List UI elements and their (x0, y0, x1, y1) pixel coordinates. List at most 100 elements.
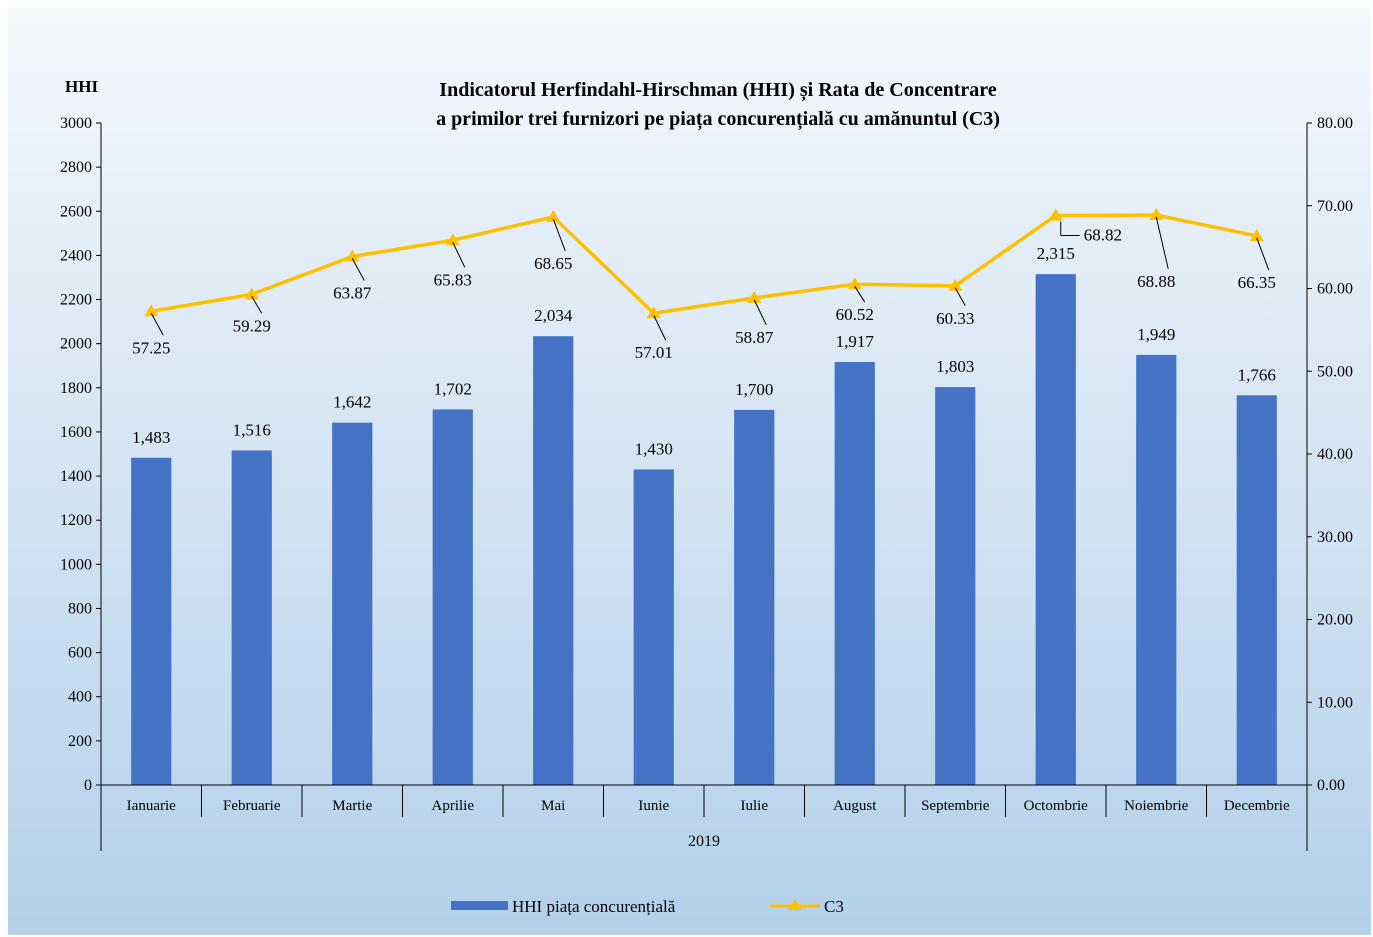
left-tick-label: 2400 (60, 247, 92, 264)
c3-leader-line (452, 242, 466, 268)
right-tick-label: 70.00 (1317, 198, 1353, 215)
left-tick-label: 2600 (60, 203, 92, 220)
c3-data-label: 59.29 (233, 316, 271, 335)
right-tick-label: 30.00 (1317, 529, 1353, 546)
c3-data-label: 65.83 (434, 270, 472, 289)
axes-layer: 0 200 400 600 800 1000 1200 1400 1600 1800 2000 220… (60, 115, 1353, 851)
c3-marker-12 (1249, 228, 1264, 241)
labels-layer: 1,483 1,516 1,642 1,702 2,034 1,430 1,700 1,917… (132, 216, 1276, 458)
line-layer (144, 208, 1264, 319)
bar-data-label: 2,034 (534, 306, 573, 325)
bar-data-label: 1,430 (635, 439, 673, 458)
bar-data-label: 1,700 (735, 380, 773, 399)
chart-title-line-1: Indicatorul Herfindahl-Hirschman (HHI) ș… (439, 79, 997, 102)
right-tick-label: 80.00 (1317, 115, 1353, 132)
left-tick-label: 0 (84, 777, 92, 794)
c3-marker-4 (445, 233, 460, 246)
category-label: Ianuarie (127, 798, 176, 814)
category-label: Martie (332, 798, 372, 814)
bar-data-label: 1,766 (1238, 365, 1276, 384)
c3-marker-10 (1048, 208, 1063, 221)
legend: HHI piața concurențială C3 (451, 897, 844, 916)
category-label: Aprilie (432, 798, 475, 814)
right-tick-label: 40.00 (1317, 446, 1353, 463)
c3-marker-11 (1149, 208, 1164, 221)
left-tick-label: 1600 (60, 424, 92, 441)
category-label: Mai (541, 798, 565, 814)
bar-data-label: 1,917 (836, 332, 875, 351)
legend-label-hhi: HHI piața concurențială (512, 897, 676, 916)
c3-data-label: 57.25 (132, 338, 170, 357)
legend-label-c3: C3 (824, 897, 844, 916)
left-tick-label: 2800 (60, 159, 92, 176)
bar-data-label: 2,315 (1037, 244, 1075, 263)
bar-1 (131, 457, 172, 785)
left-tick-label: 1000 (60, 556, 92, 573)
bar-3 (332, 422, 373, 785)
bar-data-label: 1,516 (233, 420, 271, 439)
legend-swatch-hhi (451, 901, 508, 910)
bar-data-label: 1,483 (132, 428, 170, 447)
left-tick-label: 800 (68, 600, 92, 617)
c3-line (150, 213, 1258, 315)
left-tick-label: 3000 (60, 115, 92, 132)
c3-marker-5 (546, 209, 561, 222)
c3-marker-8 (847, 277, 862, 290)
category-label: Iunie (638, 798, 669, 814)
left-axis-title: HHI (65, 77, 98, 96)
bar-12 (1236, 395, 1277, 785)
c3-marker-9 (948, 278, 963, 291)
chart-svg: Indicatorul Herfindahl-Hirschman (HHI) ș… (8, 8, 1371, 935)
c3-data-label: 58.87 (735, 328, 774, 347)
category-label: Iulie (741, 798, 769, 814)
bar-2 (231, 450, 272, 785)
c3-leader-line (552, 218, 566, 252)
c3-data-label: 68.88 (1137, 272, 1175, 291)
c3-data-label: 68.82 (1084, 226, 1122, 245)
category-label: Decembrie (1224, 798, 1290, 814)
left-tick-label: 2200 (60, 292, 92, 309)
left-tick-label: 200 (68, 733, 92, 750)
bar-data-label: 1,949 (1137, 325, 1175, 344)
left-tick-label: 600 (68, 645, 92, 662)
category-label: Septembrie (921, 798, 990, 814)
c3-leader-line (653, 315, 667, 341)
category-label: August (833, 798, 877, 814)
c3-marker-2 (244, 287, 259, 300)
c3-marker-1 (144, 304, 159, 317)
bar-9 (935, 387, 976, 785)
bar-data-label: 1,642 (333, 393, 371, 412)
c3-marker-7 (747, 290, 762, 303)
legend-marker-c3 (788, 899, 802, 910)
right-tick-label: 20.00 (1317, 612, 1353, 629)
group-label: 2019 (688, 833, 720, 850)
bar-6 (633, 469, 674, 785)
left-tick-label: 1800 (60, 380, 92, 397)
c3-leader-line (1256, 237, 1270, 271)
left-tick-label: 1400 (60, 468, 92, 485)
left-tick-label: 1200 (60, 512, 92, 529)
c3-marker-3 (345, 249, 360, 262)
category-label: Octombrie (1024, 798, 1088, 814)
c3-data-label: 60.33 (936, 309, 974, 328)
c3-data-label: 66.35 (1238, 273, 1276, 292)
c3-leader-line (251, 296, 263, 314)
bar-4 (432, 409, 473, 785)
bar-8 (834, 361, 875, 785)
bar-10 (1035, 274, 1076, 785)
chart-title-line-2: a primilor trei furnizori pe piața concu… (436, 108, 1000, 131)
bars-layer (131, 274, 1277, 785)
c3-leader-line (150, 313, 164, 336)
bar-data-label: 1,803 (936, 357, 974, 376)
chart-area: Indicatorul Herfindahl-Hirschman (HHI) ș… (8, 8, 1371, 935)
right-tick-label: 50.00 (1317, 363, 1353, 380)
bar-5 (533, 336, 574, 785)
c3-leader-line (1155, 216, 1169, 270)
c3-data-label: 60.52 (836, 305, 874, 324)
bar-7 (734, 409, 775, 785)
c3-data-label: 63.87 (333, 283, 372, 302)
bar-data-label: 1,702 (434, 379, 472, 398)
c3-leader-line (854, 285, 866, 303)
right-tick-label: 10.00 (1317, 694, 1353, 711)
c3-leader-line (753, 299, 767, 326)
